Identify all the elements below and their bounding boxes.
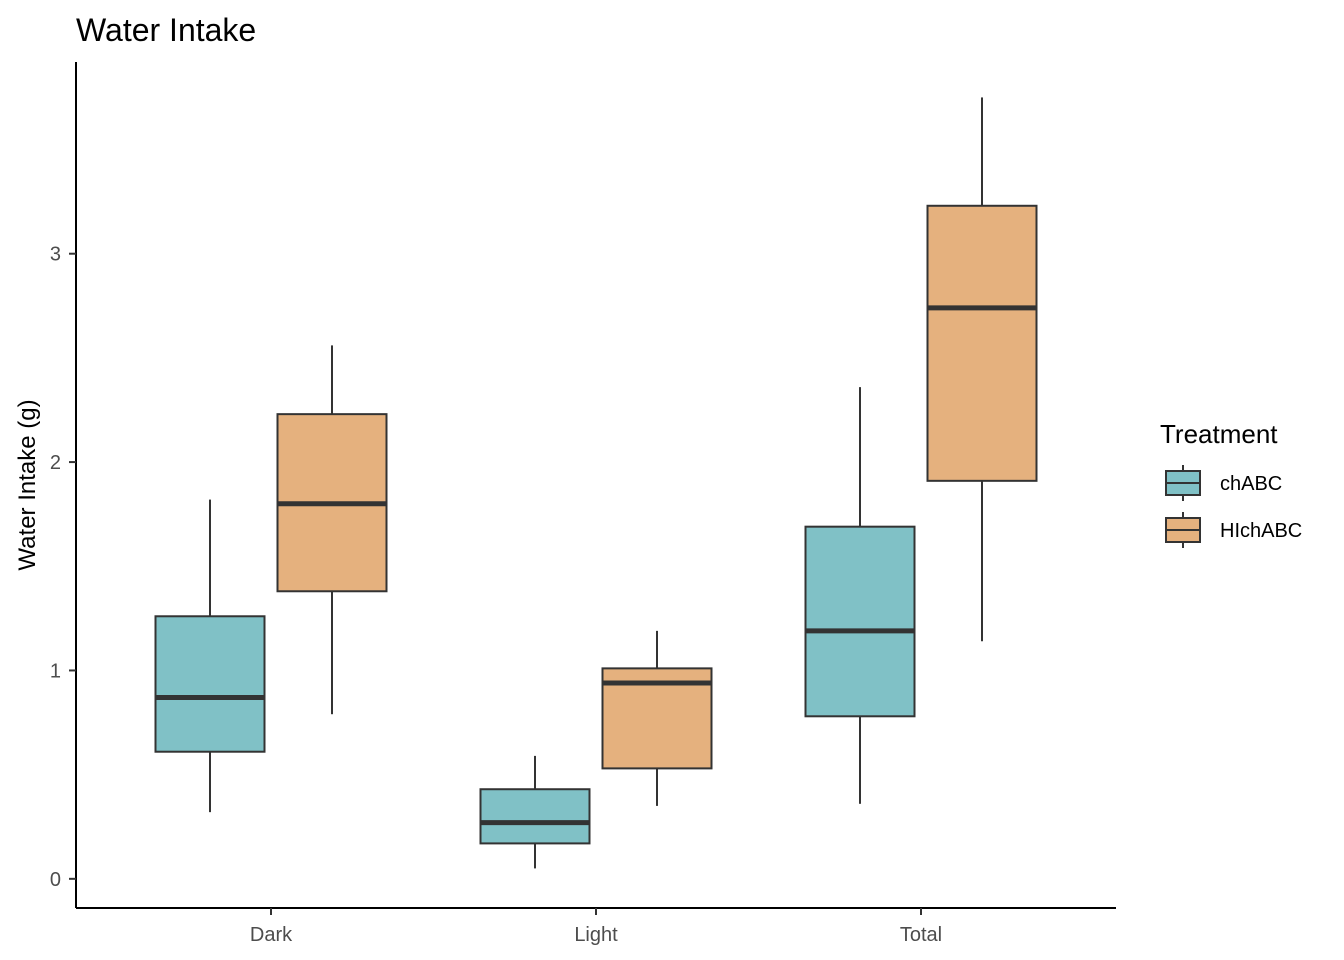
plot-area [154,97,1038,869]
box-HIchABC-Light [601,630,713,806]
box-iqr [804,525,916,718]
x-tick-label: Light [574,924,618,946]
legend: Treatment chABC HIchABC [1160,419,1302,548]
box-iqr [926,204,1038,482]
legend-item-HIchABC: HIchABC [1165,512,1302,548]
x-tick-label: Total [900,924,942,946]
box-chABC-Light [479,755,591,869]
box-HIchABC-Total [926,97,1038,642]
legend-label: HIchABC [1220,520,1302,542]
y-tick-label: 1 [50,660,61,682]
y-tick-label: 3 [50,244,61,266]
y-axis-title: Water Intake (g) [14,399,41,570]
legend-title: Treatment [1160,419,1278,449]
y-tick-label: 2 [50,452,61,474]
box-iqr [154,615,266,753]
legend-label: chABC [1220,473,1282,495]
chart-title: Water Intake [76,12,256,48]
box-chABC-Total [804,387,916,804]
box-chABC-Dark [154,499,266,813]
y-axis-ticks: 0 1 2 3 [50,244,76,891]
y-tick-label: 0 [50,869,61,891]
x-tick-label: Dark [250,924,293,946]
legend-item-chABC: chABC [1165,465,1282,501]
box-iqr [479,788,591,845]
box-HIchABC-Dark [276,345,388,715]
x-axis-ticks: Dark Light Total [250,908,942,946]
